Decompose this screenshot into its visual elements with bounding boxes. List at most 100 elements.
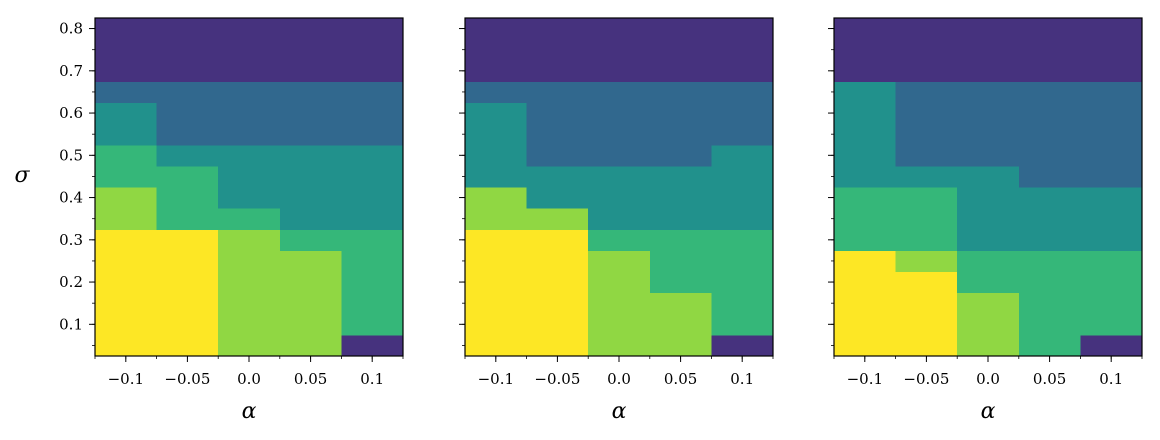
heatmap-cell bbox=[1080, 313, 1143, 336]
heatmap-cell bbox=[279, 81, 342, 104]
heatmap-cell bbox=[218, 144, 281, 167]
heatmap-cell bbox=[156, 313, 219, 336]
heatmap-cell bbox=[465, 81, 528, 104]
heatmap-cell bbox=[711, 334, 774, 357]
heatmap-cell bbox=[711, 81, 774, 104]
heatmap-cell bbox=[588, 60, 651, 82]
heatmap-cell bbox=[156, 144, 219, 167]
heatmap-cell bbox=[341, 81, 404, 104]
heatmap-cell bbox=[218, 334, 281, 357]
heatmap-cell bbox=[279, 102, 342, 125]
heatmap-cell bbox=[649, 18, 712, 40]
heatmap-cell bbox=[526, 250, 589, 273]
heatmap-cell bbox=[218, 165, 281, 188]
heatmap-cell bbox=[588, 165, 651, 188]
heatmap-cell bbox=[1018, 81, 1081, 104]
heatmap-cell bbox=[711, 313, 774, 336]
heatmap-cell bbox=[588, 81, 651, 104]
heatmap-cell bbox=[1080, 271, 1143, 294]
heatmap-cell bbox=[279, 165, 342, 188]
heatmap-panel-1: −0.1 −0.05 0.0 0.05 0.1 0.1 0.2 0.3 0.4 0.5 0.6 0.7… bbox=[14, 17, 404, 424]
heatmap-cell bbox=[1018, 271, 1081, 294]
heatmap-cell bbox=[156, 334, 219, 357]
heatmap-cell bbox=[711, 60, 774, 82]
heatmap-cell bbox=[526, 334, 589, 357]
heatmap-cell bbox=[711, 123, 774, 146]
x-axis-label: α bbox=[612, 399, 627, 424]
heatmap-cell bbox=[279, 18, 342, 40]
heatmap-cell bbox=[465, 334, 528, 357]
heatmap-cell bbox=[649, 165, 712, 188]
heatmap-cell bbox=[834, 208, 897, 230]
heatmap-cell bbox=[1018, 229, 1081, 251]
heatmap-cell bbox=[465, 229, 528, 251]
heatmap-panel-2: −0.1 −0.05 0.0 0.05 0.1 α bbox=[459, 17, 774, 424]
heatmap-cell bbox=[1080, 187, 1143, 209]
y-tick-label: 0.7 bbox=[59, 62, 83, 80]
heatmap-cell bbox=[526, 313, 589, 336]
heatmap-cell bbox=[711, 102, 774, 125]
heatmap-cell bbox=[957, 187, 1020, 209]
heatmap-cell bbox=[834, 271, 897, 294]
heatmap-cell bbox=[588, 313, 651, 336]
x-tick-label: 0.0 bbox=[607, 370, 631, 388]
heatmap-cell bbox=[95, 334, 158, 357]
heatmap-cell bbox=[526, 18, 589, 40]
heatmap-cell bbox=[218, 187, 281, 209]
heatmap-cell bbox=[279, 208, 342, 230]
heatmap-cell bbox=[649, 60, 712, 82]
heatmap-cell bbox=[465, 271, 528, 294]
heatmap-cell bbox=[218, 229, 281, 251]
heatmap-cell bbox=[588, 250, 651, 273]
y-tick-label: 0.8 bbox=[59, 20, 83, 38]
heatmap-cell bbox=[1080, 123, 1143, 146]
heatmap-cell bbox=[895, 81, 958, 104]
heatmap-cell bbox=[895, 144, 958, 167]
heatmap-cell bbox=[218, 18, 281, 40]
heatmap-cell bbox=[1018, 313, 1081, 336]
heatmap-cell bbox=[588, 271, 651, 294]
heatmap-cell bbox=[649, 250, 712, 273]
heatmap-cell bbox=[156, 250, 219, 273]
heatmap-cell bbox=[895, 187, 958, 209]
heatmap-cell bbox=[1080, 250, 1143, 273]
heatmap-cell bbox=[95, 208, 158, 230]
heatmap-cell bbox=[526, 144, 589, 167]
heatmap-cell bbox=[218, 123, 281, 146]
heatmap-cell bbox=[711, 144, 774, 167]
heatmap-cell bbox=[1080, 102, 1143, 125]
heatmap-cell bbox=[95, 102, 158, 125]
x-tick-label: 0.1 bbox=[1099, 370, 1123, 388]
heatmap-cell bbox=[711, 208, 774, 230]
x-tick-label: −0.05 bbox=[903, 370, 949, 388]
heatmap-cell bbox=[711, 39, 774, 61]
heatmap-cell bbox=[218, 208, 281, 230]
heatmap-cell bbox=[279, 250, 342, 273]
heatmap-cell bbox=[465, 102, 528, 125]
heatmap-cell bbox=[95, 165, 158, 188]
heatmap-cell bbox=[218, 271, 281, 294]
heatmap-cell bbox=[957, 229, 1020, 251]
heatmap-cell bbox=[1018, 18, 1081, 40]
heatmap-cell bbox=[1080, 334, 1143, 357]
heatmap-cell bbox=[156, 208, 219, 230]
heatmap-cell bbox=[834, 81, 897, 104]
x-tick-label: −0.05 bbox=[534, 370, 580, 388]
heatmap-cell bbox=[156, 187, 219, 209]
y-tick-label: 0.2 bbox=[59, 273, 83, 291]
heatmap-cell bbox=[279, 60, 342, 82]
heatmap-cell bbox=[649, 208, 712, 230]
heatmap-cell bbox=[279, 187, 342, 209]
heatmap-cell bbox=[526, 187, 589, 209]
x-tick-label: 0.1 bbox=[730, 370, 754, 388]
heatmap-cell bbox=[465, 123, 528, 146]
heatmap-cell bbox=[895, 123, 958, 146]
heatmap-cell bbox=[95, 229, 158, 251]
heatmap-cell bbox=[95, 81, 158, 104]
heatmap-cell bbox=[526, 102, 589, 125]
heatmap-cell bbox=[1018, 123, 1081, 146]
heatmap-cell bbox=[1018, 165, 1081, 188]
heatmap-cell bbox=[649, 123, 712, 146]
heatmap-cell bbox=[465, 292, 528, 315]
